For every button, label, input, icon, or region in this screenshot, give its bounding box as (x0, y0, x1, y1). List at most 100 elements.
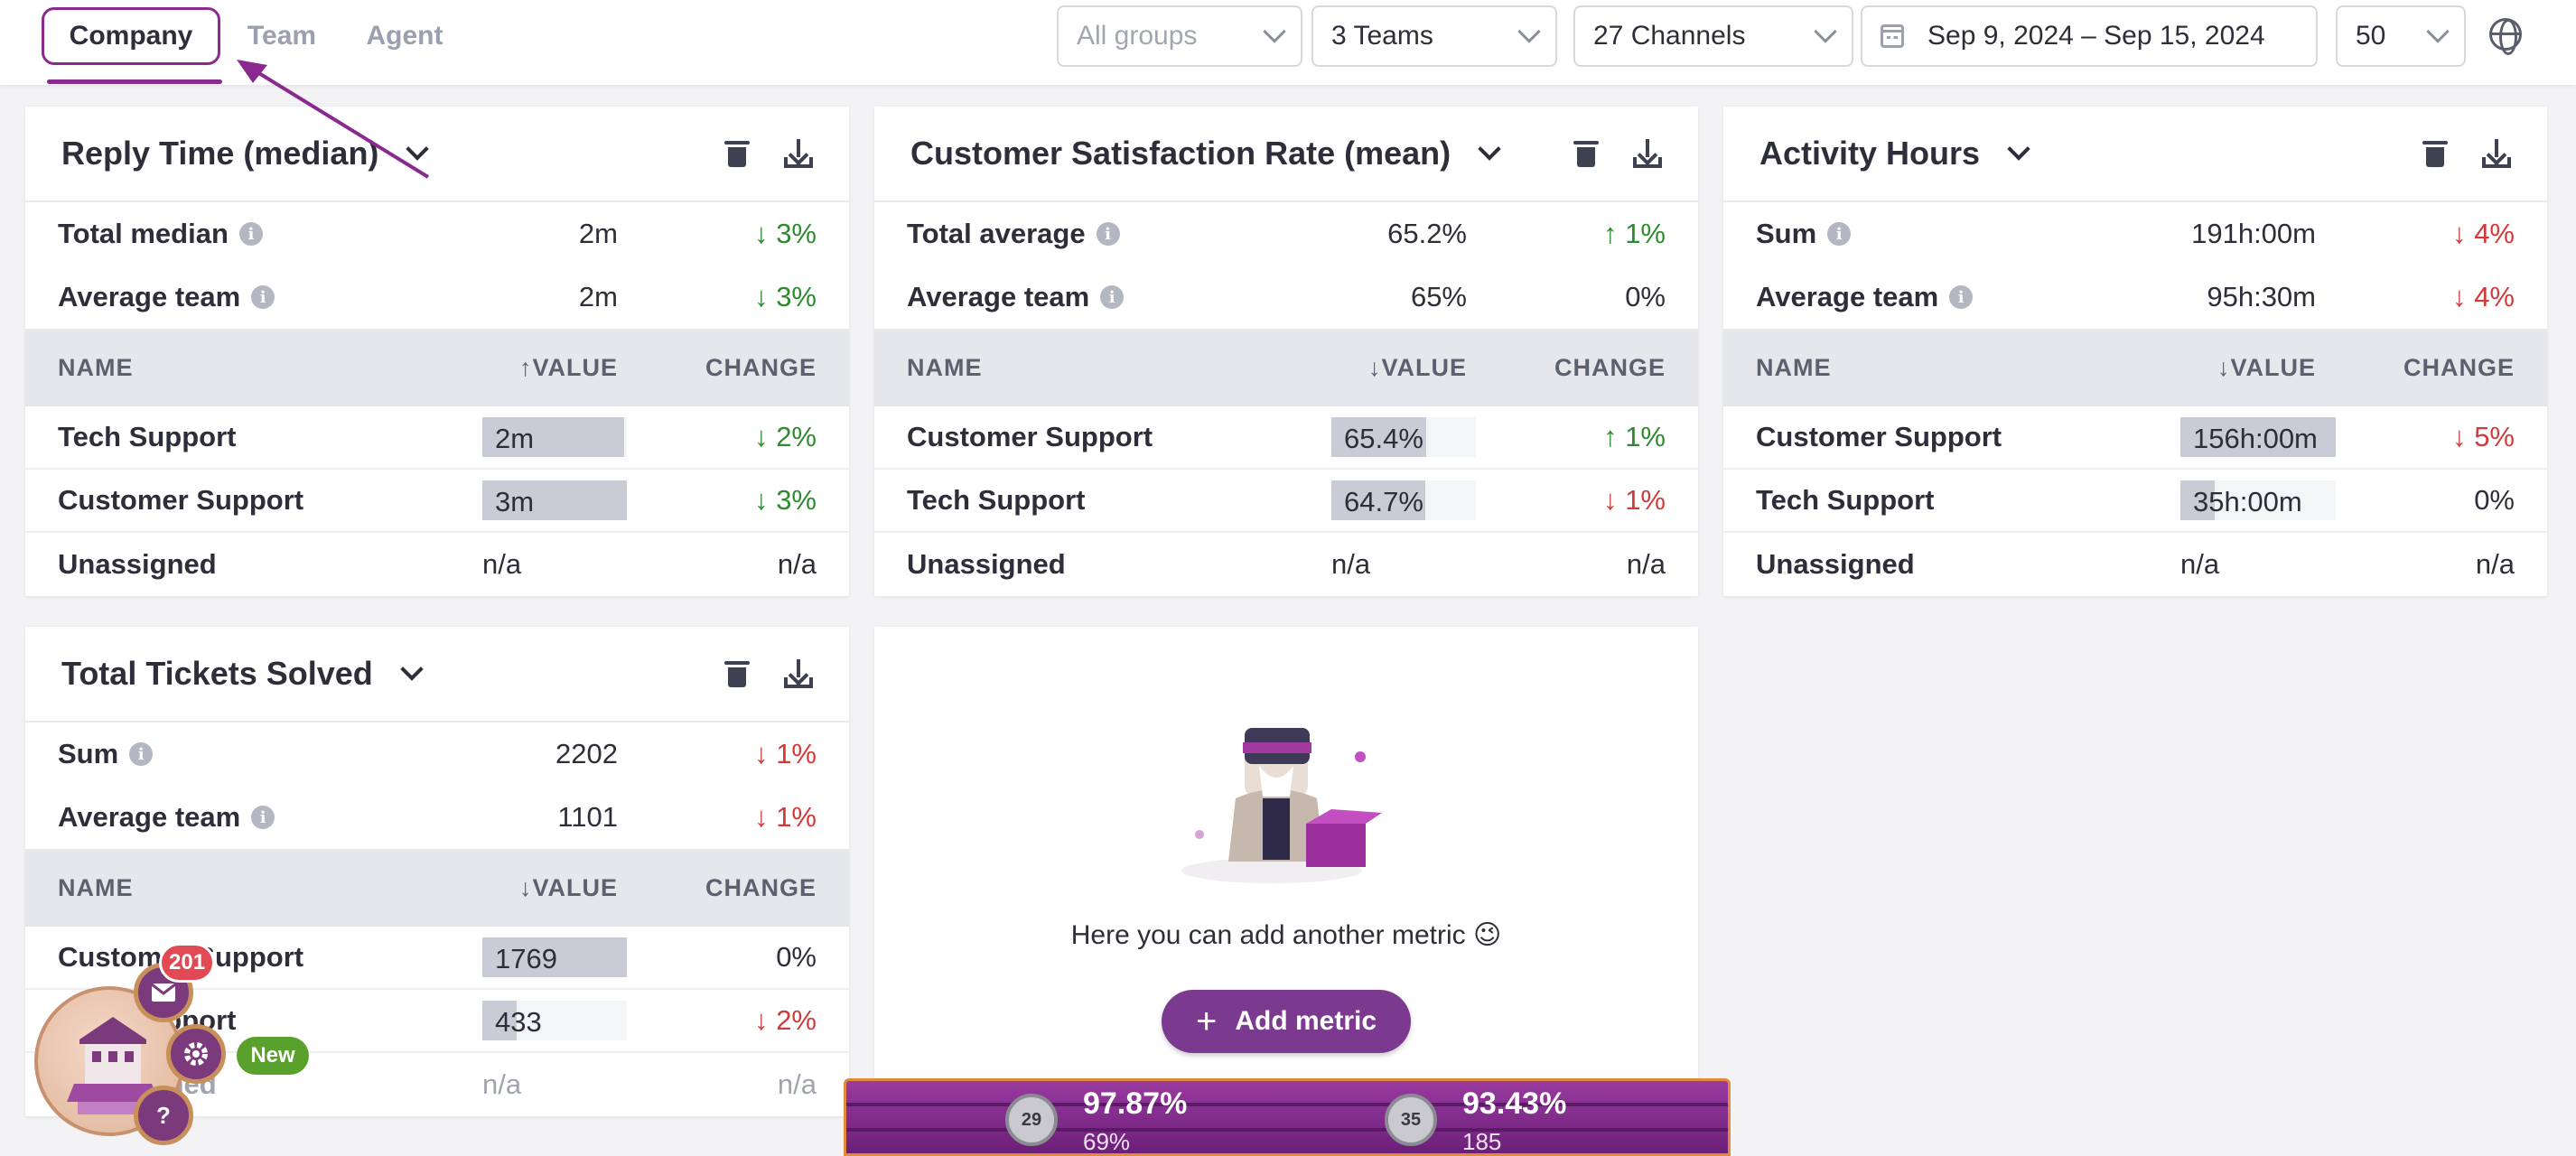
column-name-header[interactable]: NAME (58, 873, 134, 901)
channels-select[interactable]: 27 Channels (1573, 5, 1853, 67)
row-change: n/a (777, 548, 817, 580)
card-title: Customer Satisfaction Rate (mean) (910, 135, 1451, 172)
table-row: Customer Support 3m ↓ 3% (25, 470, 849, 533)
table-row: Unassigned n/a n/a (874, 533, 1698, 596)
summary-value: 2m (578, 281, 618, 312)
summary-row: Average team i 2m ↓ 3% (25, 266, 849, 329)
summary-change: ↓ 4% (2452, 218, 2515, 249)
banner-percent: 93.43% (1462, 1086, 1567, 1121)
card-title: Activity Hours (1759, 135, 1981, 172)
settings-button[interactable] (166, 1024, 226, 1084)
value-bar: 65.4% (1331, 417, 1476, 457)
column-change-header[interactable]: CHANGE (1554, 353, 1666, 381)
trash-icon[interactable] (2422, 139, 2448, 168)
info-icon[interactable]: i (238, 222, 263, 246)
trash-icon[interactable] (724, 139, 750, 168)
tab-team[interactable]: Team (247, 21, 317, 51)
summary-label: Total median (58, 218, 229, 249)
row-value: 2m (495, 423, 535, 454)
top-bar: Company Team Agent All groups 3 Teams 27… (0, 0, 2576, 85)
tab-company[interactable]: Company (42, 7, 220, 65)
chevron-down-icon[interactable] (400, 657, 424, 681)
summary-value: 2m (578, 218, 618, 249)
teams-select-value: 3 Teams (1331, 21, 1433, 51)
column-name-header[interactable]: NAME (1756, 353, 1832, 381)
banner-subvalue: 185 (1462, 1128, 1502, 1155)
leaderboard-banner[interactable]: 29 97.87% 69% 35 93.43% 185 (844, 1078, 1731, 1156)
sort-arrow-icon: ↑ (518, 353, 533, 381)
help-button[interactable]: ? (134, 1086, 193, 1145)
trash-icon[interactable] (1573, 139, 1599, 168)
table-row: Customer Support 65.4% ↑ 1% (874, 406, 1698, 470)
column-change-header[interactable]: CHANGE (705, 873, 817, 901)
summary-row: Average team i 65% 0% (874, 266, 1698, 329)
castle-icon (67, 1017, 159, 1114)
summary-change: ↓ 4% (2452, 281, 2515, 312)
summary-label: Average team (58, 801, 241, 833)
chevron-down-icon (1814, 20, 1837, 43)
help-icon: ? (156, 1101, 171, 1129)
metric-card-reply-time: Reply Time (median) Total median i 2m ↓ 3… (25, 107, 849, 596)
column-change-header[interactable]: CHANGE (2403, 353, 2515, 381)
summary-change: ↓ 1% (754, 738, 817, 769)
metric-card-csat: Customer Satisfaction Rate (mean) Total … (874, 107, 1698, 596)
download-icon[interactable] (784, 139, 813, 168)
card-header: Reply Time (median) (25, 107, 849, 202)
card-title: Total Tickets Solved (61, 655, 373, 692)
column-value-label: VALUE (2230, 353, 2316, 381)
column-name-header[interactable]: NAME (58, 353, 134, 381)
info-icon[interactable]: i (1827, 222, 1852, 246)
groups-select-value: All groups (1077, 21, 1198, 51)
download-icon[interactable] (2482, 139, 2511, 168)
column-value-header[interactable]: ↓VALUE (1196, 354, 1467, 382)
card-header: Activity Hours (1723, 107, 2547, 202)
download-icon[interactable] (1633, 139, 1662, 168)
new-badge: New (237, 1037, 309, 1075)
trophy-icon: 29 (1005, 1094, 1058, 1146)
mail-icon (151, 983, 176, 1002)
info-icon[interactable]: i (129, 742, 154, 766)
trash-icon[interactable] (724, 659, 750, 688)
tab-agent[interactable]: Agent (366, 21, 443, 51)
info-icon[interactable]: i (1100, 285, 1125, 309)
column-value-header[interactable]: ↓VALUE (347, 874, 618, 902)
column-change-header[interactable]: CHANGE (705, 353, 817, 381)
table-row: Unassigned n/a n/a (1723, 533, 2547, 596)
chevron-down-icon[interactable] (406, 137, 430, 161)
chevron-down-icon[interactable] (2007, 137, 2030, 161)
banner-percent: 97.87% (1083, 1086, 1188, 1121)
column-value-header[interactable]: ↓VALUE (2045, 354, 2316, 382)
row-name: Unassigned (58, 548, 217, 580)
row-value: 433 (495, 1006, 542, 1038)
column-name-header[interactable]: NAME (907, 353, 983, 381)
add-metric-button[interactable]: + Add metric (1162, 990, 1411, 1053)
table-row: Unassigned n/a n/a (25, 533, 849, 596)
table-header: NAME ↓VALUE CHANGE (25, 849, 849, 927)
date-range-picker[interactable]: Sep 9, 2024 – Sep 15, 2024 (1861, 5, 2318, 67)
value-bar: 35h:00m (2180, 480, 2336, 520)
info-icon[interactable]: i (251, 285, 275, 309)
active-tab-underline (47, 79, 222, 84)
info-icon[interactable]: i (251, 806, 275, 829)
value-bar: 1769 (482, 937, 627, 977)
date-range-value: Sep 9, 2024 – Sep 15, 2024 (1927, 21, 2265, 51)
table-header: NAME ↓VALUE CHANGE (1723, 329, 2547, 406)
download-icon[interactable] (784, 659, 813, 688)
add-metric-card: Here you can add another metric 😉 + Add … (874, 627, 1698, 1078)
notification-count-badge: 201 (159, 943, 216, 983)
chevron-down-icon[interactable] (1478, 137, 1501, 161)
column-value-header[interactable]: ↑VALUE (347, 354, 618, 382)
teams-select[interactable]: 3 Teams (1311, 5, 1557, 67)
globe-icon[interactable] (2489, 18, 2522, 55)
add-metric-text: Here you can add another metric 😉 (1070, 920, 1502, 950)
table-header: NAME ↑VALUE CHANGE (25, 329, 849, 406)
groups-select[interactable]: All groups (1057, 5, 1302, 67)
sort-arrow-icon: ↓ (1367, 353, 1382, 381)
value-bar: 156h:00m (2180, 417, 2336, 457)
info-icon[interactable]: i (1949, 285, 1974, 309)
page-size-select[interactable]: 50 (2336, 5, 2466, 67)
value-bar: 2m (482, 417, 627, 457)
info-icon[interactable]: i (1096, 222, 1120, 246)
summary-label: Sum (58, 738, 119, 769)
column-value-label: VALUE (532, 353, 618, 381)
